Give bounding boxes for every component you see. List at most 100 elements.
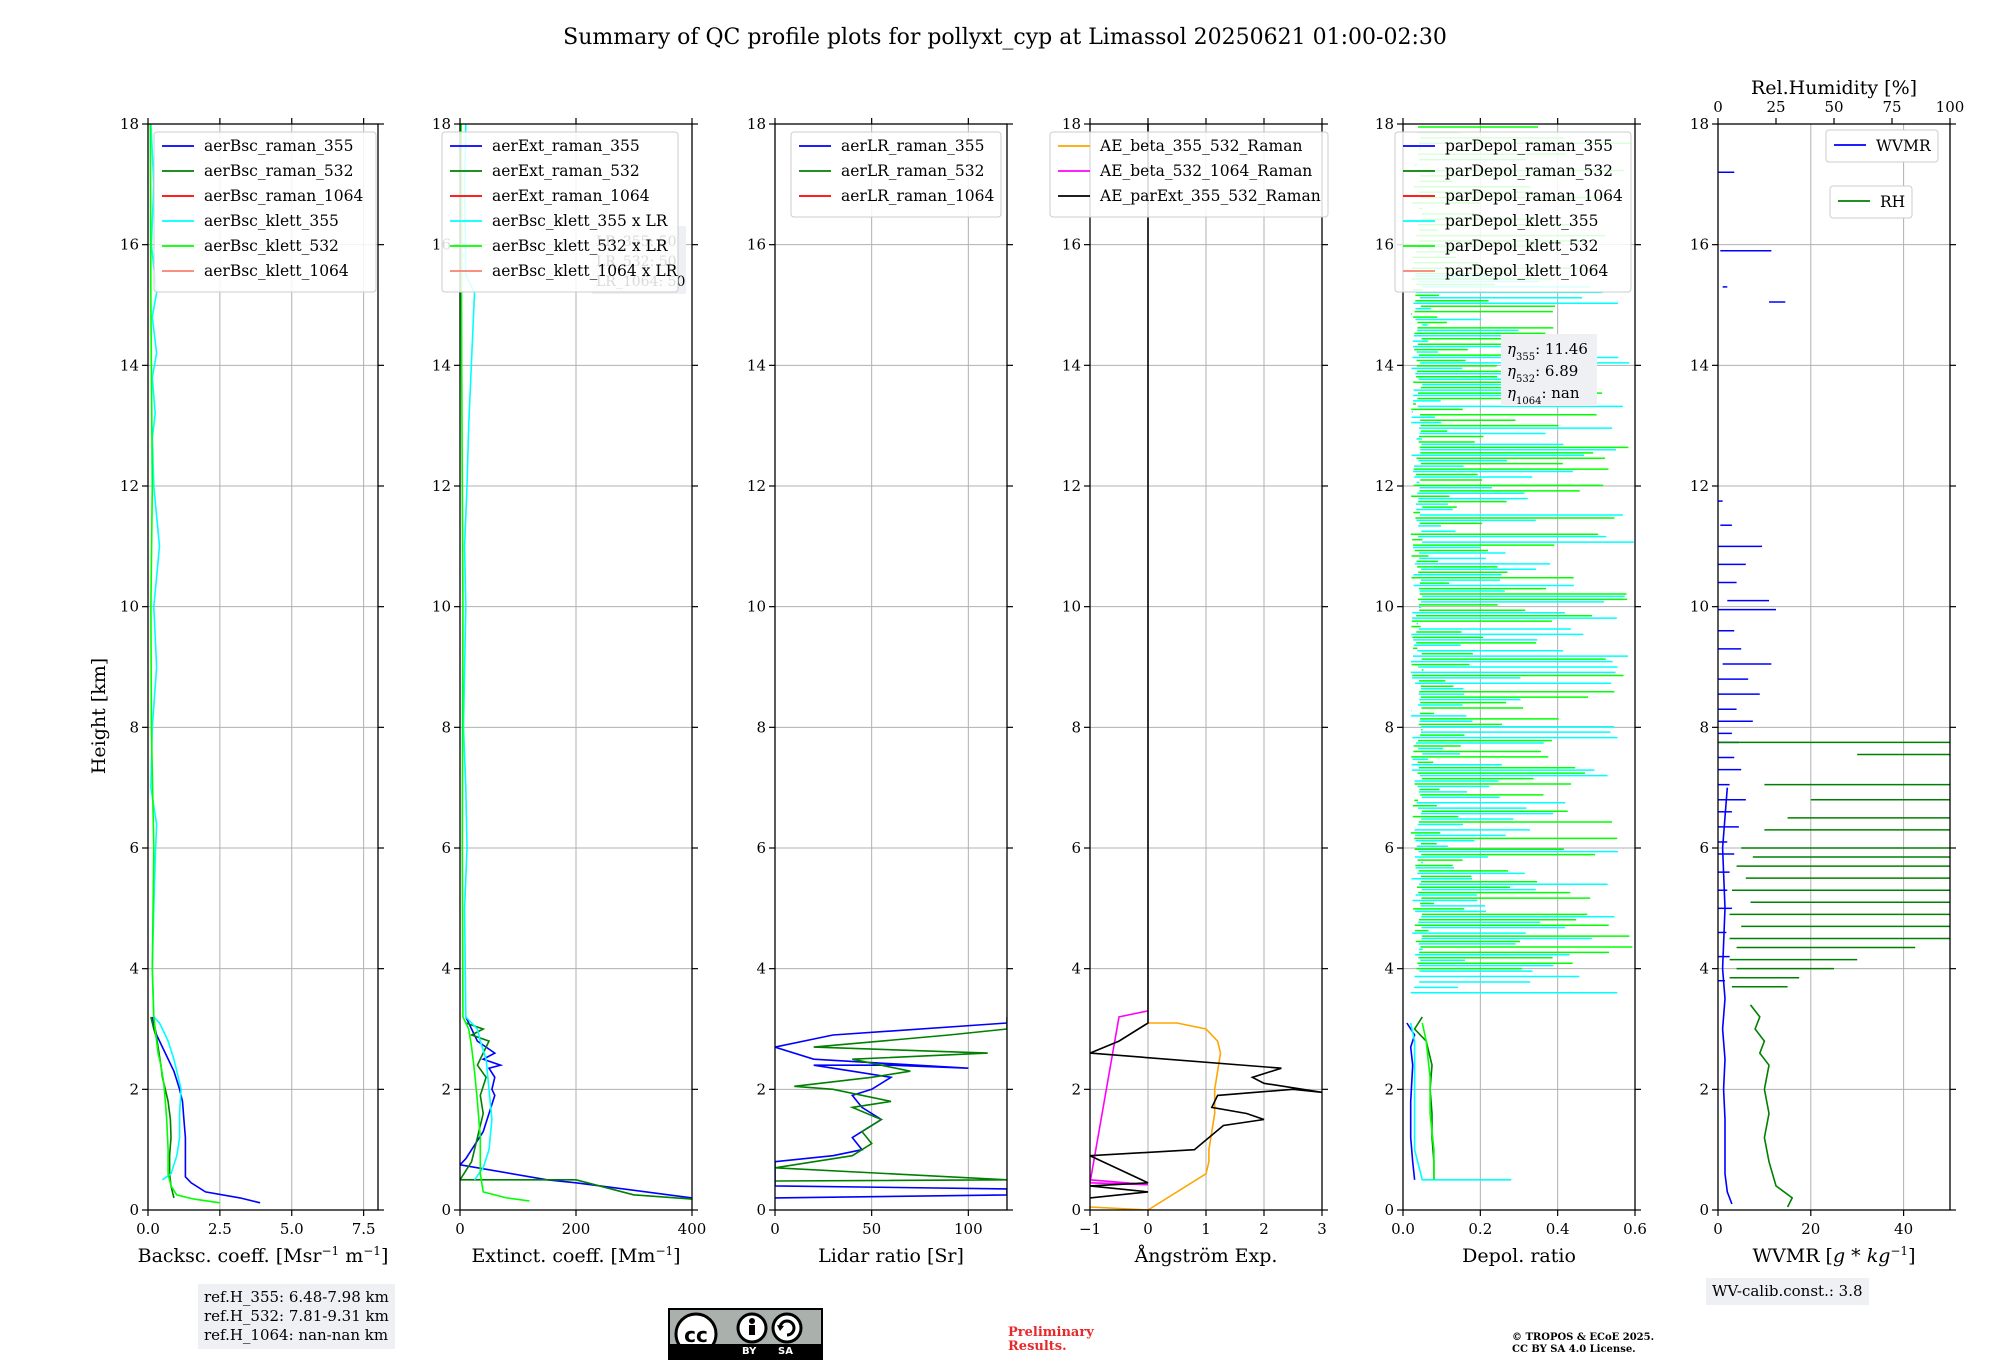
y-tick-label: 16 xyxy=(747,236,766,254)
ref-line-1064: ref.H_1064: nan-nan km xyxy=(204,1326,389,1344)
y-tick-label: 6 xyxy=(129,839,139,857)
plot-area xyxy=(460,124,692,1202)
eta-value: : nan xyxy=(1541,384,1579,402)
y-tick-label: 14 xyxy=(1375,356,1394,374)
series-aerBsc_klett_532 xyxy=(149,124,221,1204)
y-tick-label: 6 xyxy=(1699,839,1709,857)
eta-symbol: η xyxy=(1507,340,1516,358)
figure-title: Summary of QC profile plots for pollyxt_… xyxy=(563,25,1447,50)
series-parDepol_klett_532 xyxy=(1421,1022,1435,1180)
rh-tick-label: 100 xyxy=(1936,98,1965,116)
rh-axis-label: Rel.Humidity [%] xyxy=(1751,77,1917,99)
rh-tick-label: 50 xyxy=(1824,98,1843,116)
x-tick-label: 50 xyxy=(862,1220,881,1238)
x-tick-label: 2.5 xyxy=(208,1220,232,1238)
panel-bsc: 0 2 4 6 8 10 12 14 16 18 0.0 2.5 5.0 7.5 Backsc. coeff… xyxy=(120,115,388,1267)
y-tick-label: 18 xyxy=(120,115,139,133)
legend-label: aerBsc_klett_355 x LR xyxy=(492,212,669,230)
series-aerBsc_raman_532 xyxy=(150,1016,175,1199)
legend-label: aerExt_raman_1064 xyxy=(492,187,650,205)
x-axis-label: Depol. ratio xyxy=(1462,1245,1576,1267)
x-axis-label-part: Backsc. coeff. [Msr xyxy=(138,1245,323,1267)
legend-label: aerBsc_klett_532 xyxy=(204,237,339,255)
x-tick-label: 0.0 xyxy=(136,1220,160,1238)
y-tick-label: 0 xyxy=(1699,1201,1709,1219)
legend-label: parDepol_klett_1064 xyxy=(1445,262,1608,280)
legend-frame xyxy=(790,131,1002,218)
y-tick-label: 8 xyxy=(1699,718,1709,736)
series-aerLR_raman_355 xyxy=(775,1020,1007,1199)
y-tick-label: 8 xyxy=(1071,718,1081,736)
svg-text:cc: cc xyxy=(684,1323,708,1344)
eta-line: η1064: nan xyxy=(1507,384,1580,407)
y-tick-label: 2 xyxy=(756,1080,766,1098)
legend-label: parDepol_raman_1064 xyxy=(1445,187,1623,205)
eta-value: : 11.46 xyxy=(1535,340,1588,358)
y-tick-label: 4 xyxy=(129,960,139,978)
legend-frame xyxy=(1829,185,1913,219)
legend-rh: RH xyxy=(1829,185,1913,219)
x-tick-label: 40 xyxy=(1894,1220,1913,1238)
x-axis-label-part: −1 xyxy=(655,1244,673,1258)
y-tick-label: 0 xyxy=(1384,1201,1394,1219)
y-tick-label: 12 xyxy=(1062,477,1081,495)
legend-label: AE_beta_355_532_Raman xyxy=(1099,137,1302,155)
cc-circle-icon xyxy=(674,1312,718,1344)
legend-label: aerBsc_raman_532 xyxy=(204,162,354,180)
legend-label: aerLR_raman_532 xyxy=(841,162,984,180)
legend-frame xyxy=(1049,131,1329,218)
legend-label: parDepol_raman_532 xyxy=(1445,162,1613,180)
series-aerLR_raman_532 xyxy=(775,1016,1007,1182)
x-tick-label: 5.0 xyxy=(280,1220,304,1238)
x-tick-label: 200 xyxy=(562,1220,591,1238)
y-tick-label: 2 xyxy=(1071,1080,1081,1098)
series-aerBsc_raman_355 xyxy=(151,1016,261,1204)
y-tick-label: 12 xyxy=(747,477,766,495)
x-tick-label: 0 xyxy=(1143,1220,1153,1238)
legend-label: RH xyxy=(1880,193,1905,211)
x-axis-label-part: −1 xyxy=(321,1244,339,1258)
eta-subscript: 1064 xyxy=(1516,396,1541,407)
x-tick-label: 400 xyxy=(678,1220,707,1238)
series-parDepol_raman_532 xyxy=(1413,1016,1435,1180)
x-axis-label-part: −1 xyxy=(1890,1244,1908,1258)
x-axis-label-part: m xyxy=(339,1245,363,1267)
rh-tick-label: 25 xyxy=(1766,98,1785,116)
plot-area xyxy=(775,1016,1007,1199)
legend-label: aerBsc_klett_532 x LR xyxy=(492,237,669,255)
plot-area xyxy=(149,124,261,1204)
y-tick-label: 14 xyxy=(120,356,139,374)
legend: aerExt_raman_355 aerExt_raman_532 aerExt_r… xyxy=(441,131,679,293)
legend-label: aerBsc_raman_1064 xyxy=(204,187,364,205)
legend-label: parDepol_raman_355 xyxy=(1445,137,1613,155)
legend-label: AE_parExt_355_532_Raman xyxy=(1099,187,1321,205)
preliminary-note: Preliminary Results. xyxy=(1008,1326,1094,1354)
eta-box-frame xyxy=(1501,334,1597,406)
axes-frame xyxy=(774,123,1008,1211)
y-tick-label: 0 xyxy=(441,1201,451,1219)
x-tick-label: 3 xyxy=(1317,1220,1327,1238)
y-tick-label: 2 xyxy=(441,1080,451,1098)
series-aerExt_raman_355 xyxy=(460,1016,692,1199)
legend: aerLR_raman_355 aerLR_raman_532 aerLR_rama… xyxy=(790,131,1002,218)
cc-label-bar: BY SA xyxy=(670,1344,821,1358)
y-tick-label: 6 xyxy=(441,839,451,857)
rh-tick-label: 0 xyxy=(1713,98,1723,116)
x-tick-label: 2 xyxy=(1259,1220,1269,1238)
axes-frame xyxy=(1717,123,1951,1211)
legend-label: aerBsc_klett_355 xyxy=(204,212,339,230)
preliminary-line1: Preliminary xyxy=(1008,1325,1094,1340)
eta-symbol: η xyxy=(1507,362,1516,380)
sa-share-icon xyxy=(771,1312,803,1344)
y-tick-label: 16 xyxy=(120,236,139,254)
y-tick-label: 18 xyxy=(432,115,451,133)
y-tick-label: 0 xyxy=(129,1201,139,1219)
ref-line-355: ref.H_355: 6.48-7.98 km xyxy=(204,1288,389,1306)
preliminary-line2: Results. xyxy=(1008,1339,1067,1354)
x-axis-label-part: ] xyxy=(381,1245,388,1267)
eta-line: η532: 6.89 xyxy=(1507,362,1578,385)
y-tick-label: 2 xyxy=(1699,1080,1709,1098)
